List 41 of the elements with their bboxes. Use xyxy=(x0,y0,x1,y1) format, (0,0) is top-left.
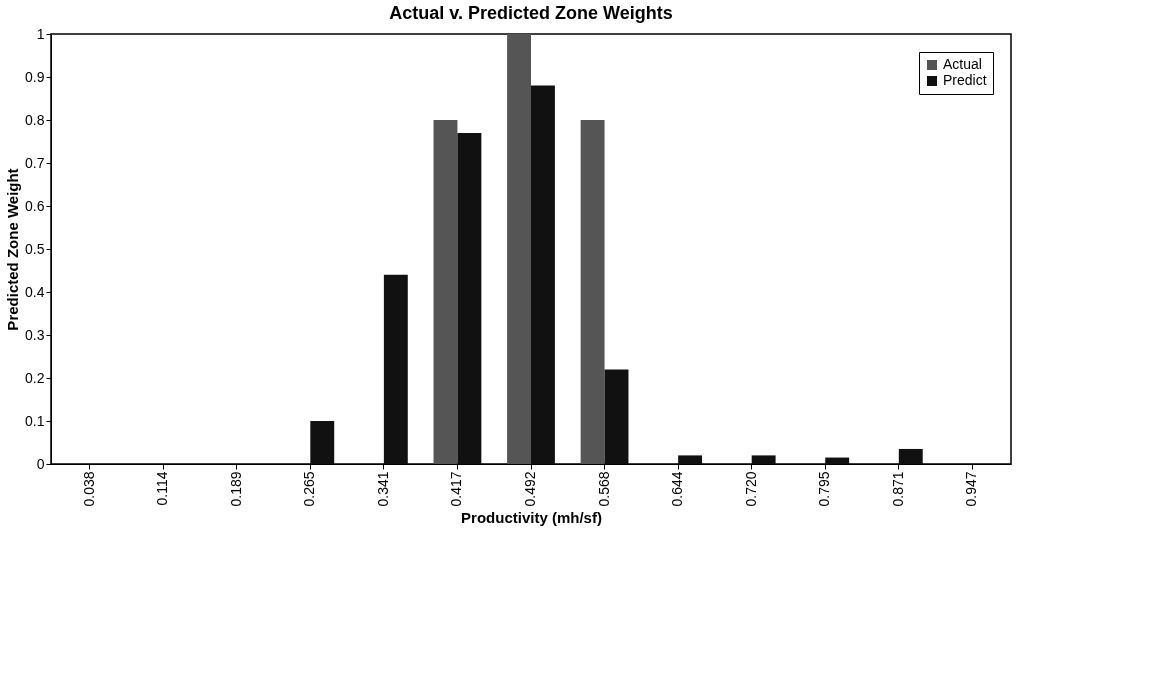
bar xyxy=(383,274,408,464)
chart-title: Actual v. Predicted Zone Weights xyxy=(389,3,673,23)
legend-label: Actual xyxy=(943,56,982,72)
legend-label: Predict xyxy=(943,72,987,88)
y-tick-label: 1 xyxy=(36,25,45,42)
x-tick-label: 0.038 xyxy=(80,471,97,507)
x-tick-label: 0.720 xyxy=(742,471,759,507)
x-tick-label: 0.417 xyxy=(448,471,465,507)
bar xyxy=(580,120,605,464)
y-tick-label: 0.4 xyxy=(25,283,45,300)
bar xyxy=(898,448,923,464)
y-tick-label: 0.3 xyxy=(25,326,45,343)
bar xyxy=(678,455,703,464)
x-tick-label: 0.265 xyxy=(301,471,318,507)
bar xyxy=(507,34,531,464)
bar xyxy=(604,369,629,464)
y-tick-label: 0.6 xyxy=(25,197,45,214)
y-tick-label: 0.5 xyxy=(25,240,45,257)
x-tick-label: 0.871 xyxy=(889,471,906,507)
y-tick-label: 0 xyxy=(36,455,45,472)
x-axis-title: Productivity (mh/sf) xyxy=(461,508,602,526)
y-tick-label: 0.1 xyxy=(25,412,45,429)
bar xyxy=(825,457,850,464)
x-tick-label: 0.644 xyxy=(669,471,686,507)
bar xyxy=(531,85,555,464)
x-tick-label: 0.492 xyxy=(522,471,538,507)
y-tick-label: 0.8 xyxy=(25,111,45,128)
y-axis-title: Predicted Zone Weight xyxy=(4,168,22,331)
x-tick-label: 0.947 xyxy=(963,471,980,507)
x-tick-label: 0.189 xyxy=(227,471,244,507)
x-tick-label: 0.114 xyxy=(154,471,171,506)
bar xyxy=(433,120,458,464)
x-tick-label: 0.795 xyxy=(816,471,833,507)
y-tick-label: 0.2 xyxy=(25,369,45,386)
x-tick-label: 0.341 xyxy=(374,471,391,507)
bar xyxy=(457,132,482,464)
y-tick-label: 0.7 xyxy=(25,154,45,171)
x-tick-label: 0.568 xyxy=(595,471,612,507)
bar xyxy=(310,421,335,464)
bar xyxy=(751,455,776,464)
y-tick-label: 0.9 xyxy=(25,68,45,85)
